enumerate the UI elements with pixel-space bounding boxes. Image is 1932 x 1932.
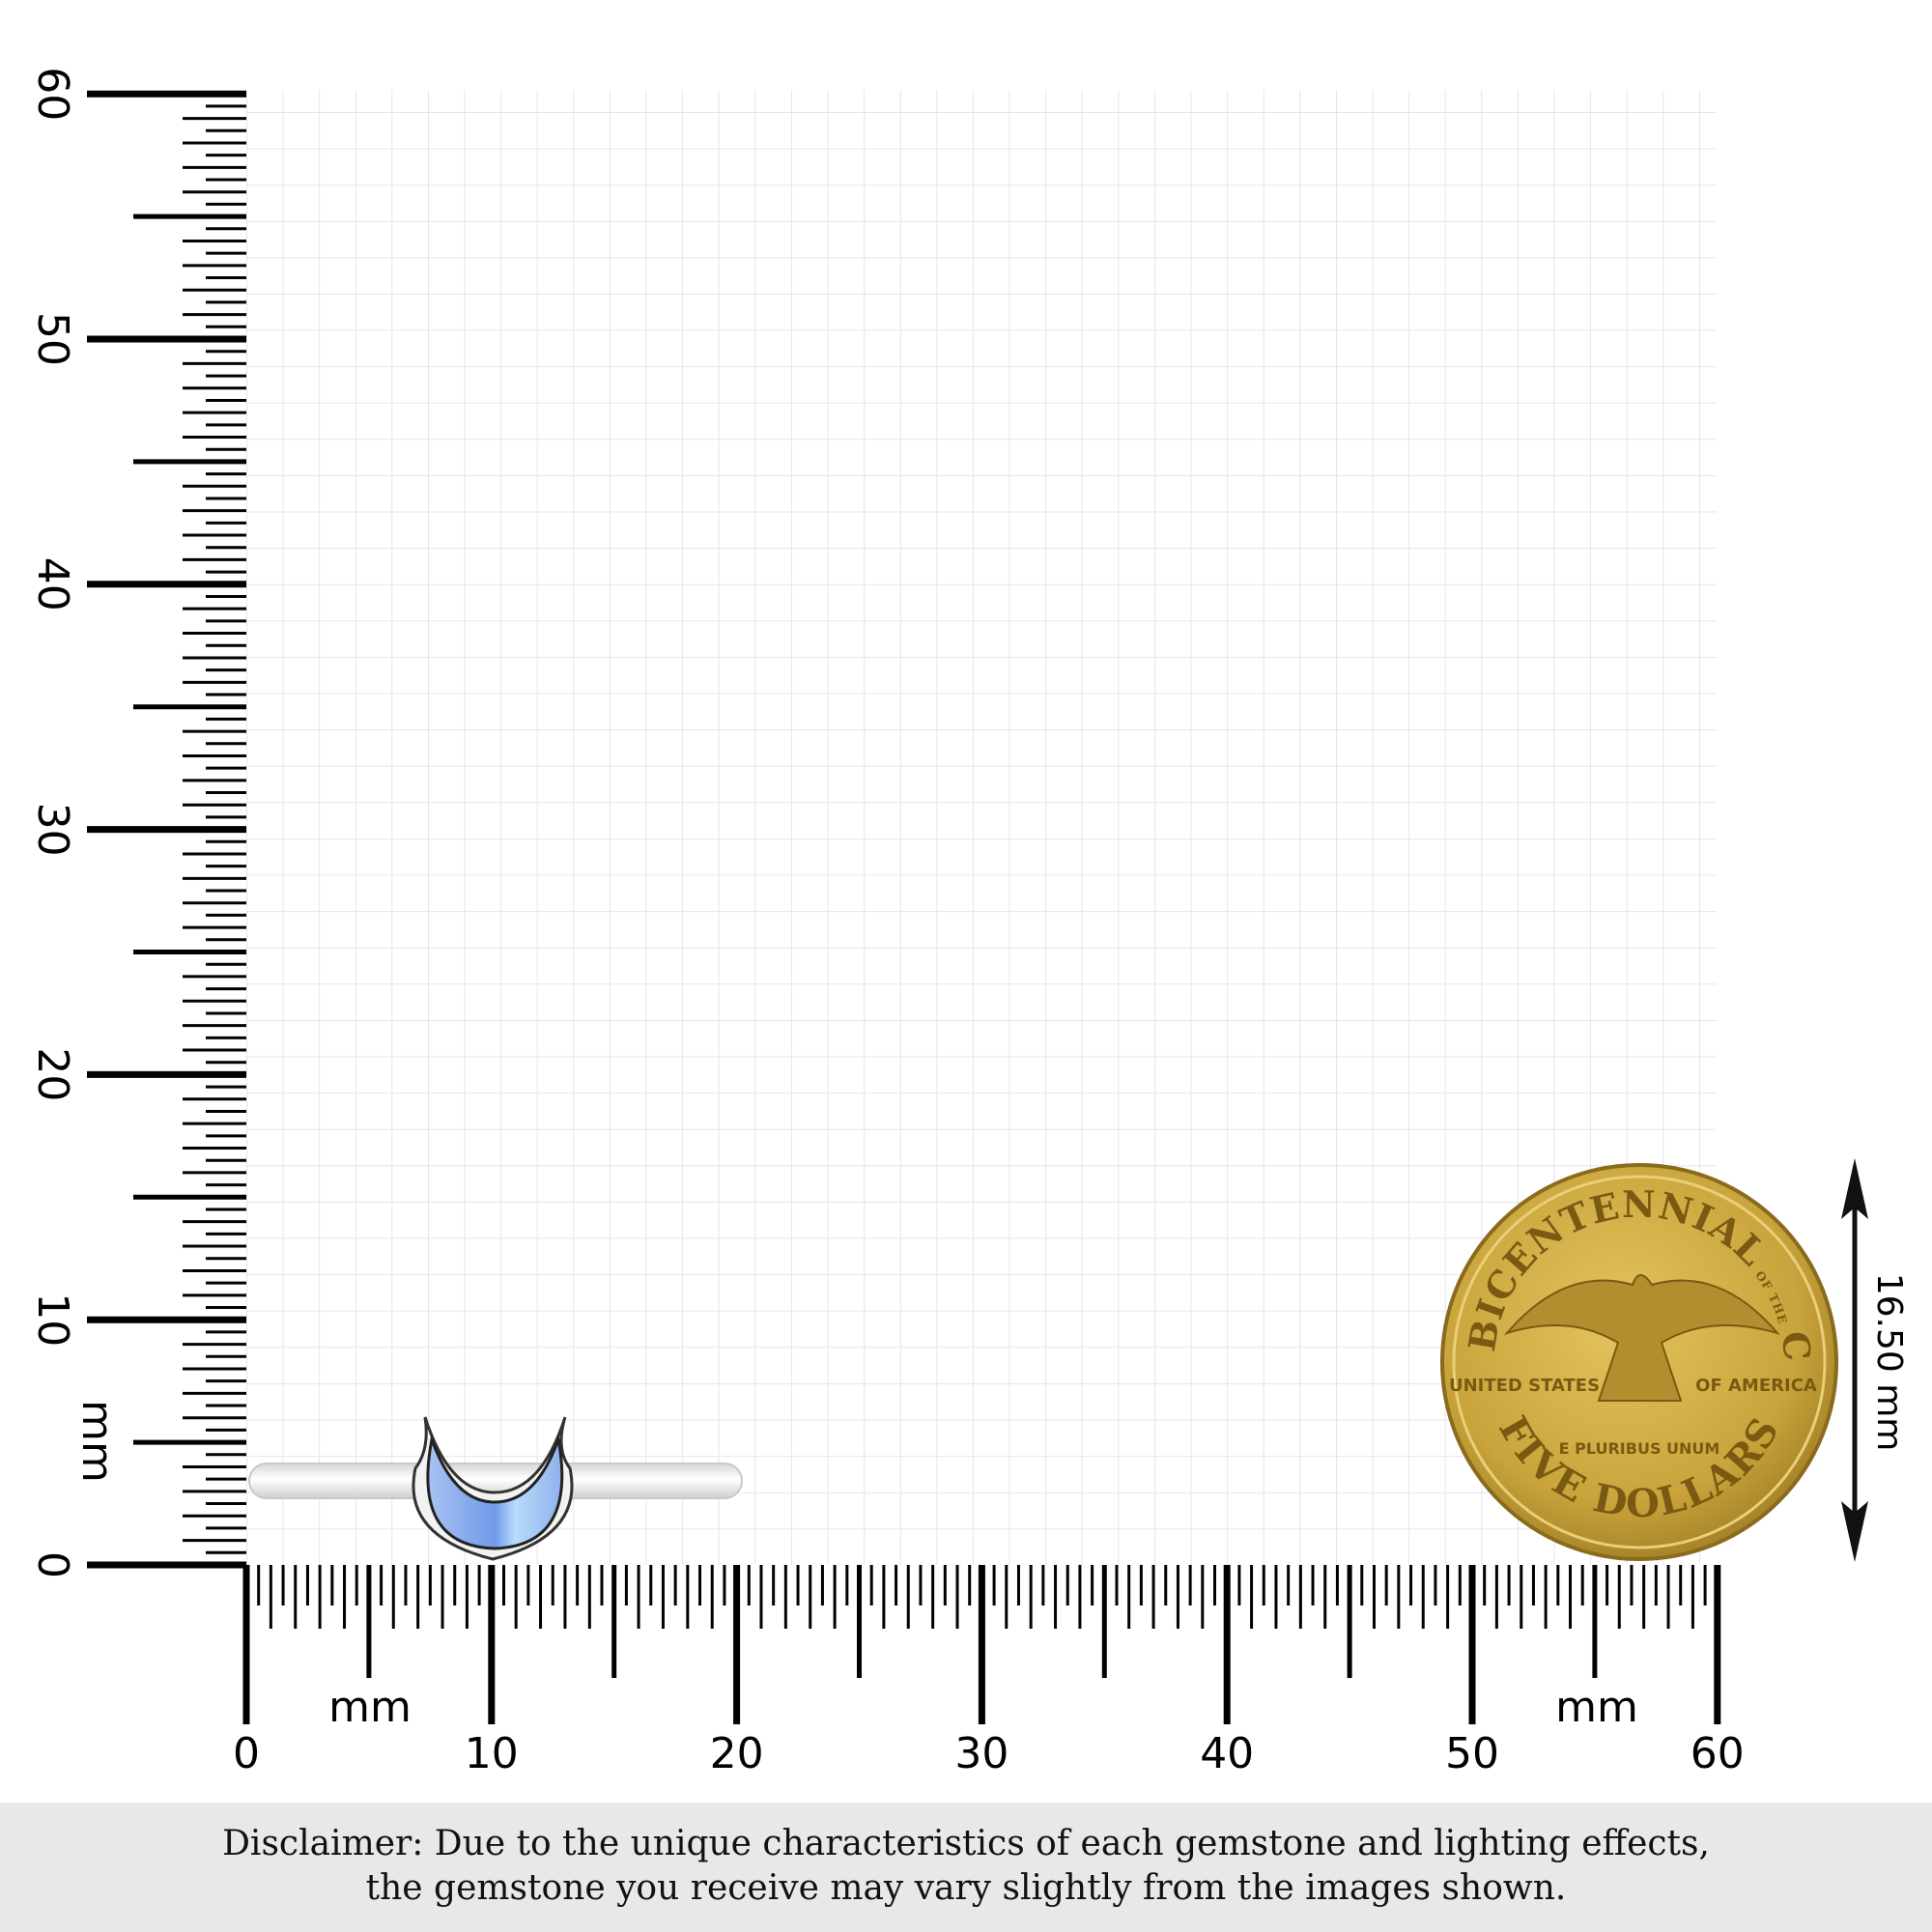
moonstone [426, 1434, 564, 1550]
coin-right-text: OF AMERICA [1695, 1376, 1817, 1396]
arrow-down-icon [1841, 1501, 1868, 1562]
rulers [87, 90, 1721, 1724]
eagle-icon [1503, 1274, 1780, 1402]
x-tick-label: 40 [1200, 1729, 1254, 1778]
x-tick-label: 50 [1445, 1729, 1499, 1778]
x-tick-label: 30 [954, 1729, 1009, 1778]
y-tick-label: 30 [28, 803, 77, 857]
x-tick-label: 10 [465, 1729, 519, 1778]
diameter-arrow [1841, 1158, 1868, 1562]
ruler-labels: 0 0 10 10 20 20 30 30 40 40 50 50 60 60 [28, 67, 1745, 1778]
x-tick-label: 60 [1690, 1729, 1745, 1778]
disclaimer-line-2: the gemstone you receive may vary slight… [365, 1868, 1567, 1908]
y-tick-label: 20 [28, 1047, 77, 1101]
x-tick-label: 0 [233, 1729, 260, 1778]
y-tick-label: 40 [28, 557, 77, 611]
y-unit-label: mm [72, 1400, 122, 1483]
y-tick-label: 50 [28, 312, 77, 366]
x-unit-label-left: mm [328, 1683, 412, 1732]
y-tick-label: 0 [28, 1551, 77, 1578]
coin-motto: E PLURIBUS UNUM [1559, 1439, 1720, 1458]
moon-ring [248, 1416, 743, 1561]
y-tick-label: 60 [28, 67, 77, 121]
diameter-label: 16.50 mm [1869, 1273, 1909, 1452]
x-unit-label-right: mm [1555, 1683, 1638, 1732]
disclaimer-line-1: Disclaimer: Due to the unique characteri… [222, 1824, 1710, 1863]
x-tick-label: 20 [710, 1729, 764, 1778]
arrow-up-icon [1841, 1158, 1868, 1219]
disclaimer: Disclaimer: Due to the unique characteri… [0, 1803, 1932, 1932]
y-tick-label: 10 [28, 1293, 77, 1347]
coin-left-text: UNITED STATES [1449, 1376, 1600, 1396]
